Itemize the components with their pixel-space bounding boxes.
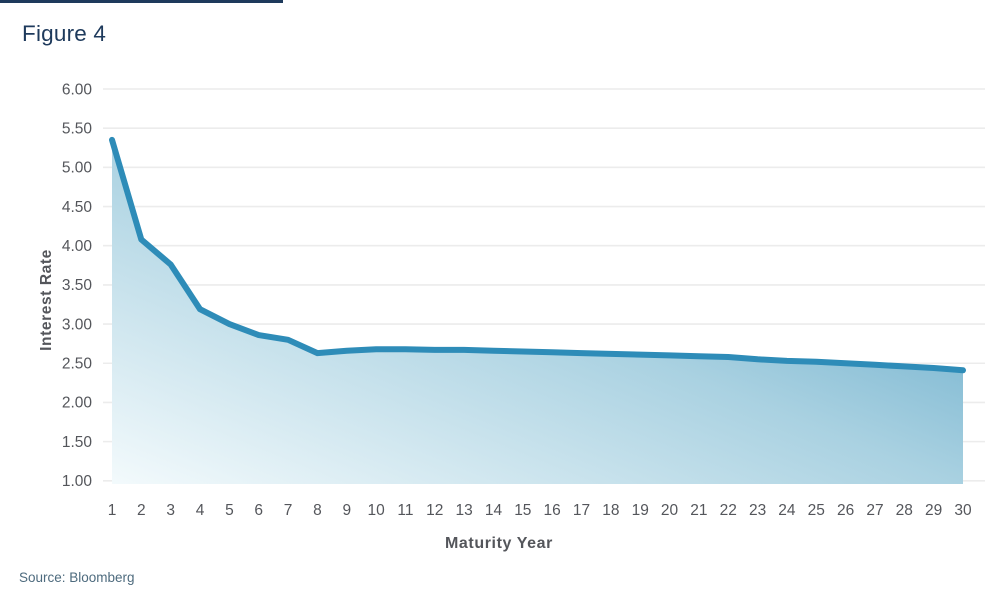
y-tick-label: 4.50 — [62, 199, 93, 216]
x-tick-label: 19 — [632, 502, 649, 519]
x-tick-label: 10 — [367, 502, 385, 519]
x-tick-label: 25 — [808, 502, 825, 519]
x-tick-label: 21 — [690, 502, 707, 519]
x-tick-label: 14 — [485, 502, 503, 519]
x-tick-label: 29 — [925, 502, 942, 519]
x-tick-label: 30 — [954, 502, 972, 519]
x-tick-label: 26 — [837, 502, 854, 519]
top-accent-bar — [0, 0, 283, 3]
x-tick-label: 17 — [573, 502, 590, 519]
figure-title: Figure 4 — [22, 21, 107, 46]
x-tick-label: 20 — [661, 502, 679, 519]
x-tick-label: 18 — [602, 502, 619, 519]
x-tick-label: 7 — [284, 502, 293, 519]
x-tick-label: 22 — [720, 502, 737, 519]
x-tick-label: 15 — [514, 502, 531, 519]
x-tick-label: 8 — [313, 502, 322, 519]
x-tick-label: 2 — [137, 502, 146, 519]
x-tick-label: 5 — [225, 502, 234, 519]
x-axis-tick-labels: 1 2 3 4 5 6 7 8 9 10 11 12 13 14 15 16 17 18 19 20 21 22 23 24 2… — [108, 502, 972, 519]
x-tick-label: 13 — [456, 502, 473, 519]
x-axis-title: Maturity Year — [445, 535, 553, 552]
x-tick-label: 4 — [196, 502, 205, 519]
y-tick-label: 1.50 — [62, 434, 93, 451]
y-tick-label: 2.00 — [62, 395, 93, 412]
y-tick-label: 5.00 — [62, 160, 93, 177]
y-tick-label: 2.50 — [62, 356, 93, 373]
y-tick-label: 6.00 — [62, 81, 93, 98]
x-tick-label: 24 — [778, 502, 796, 519]
x-tick-label: 12 — [426, 502, 443, 519]
y-tick-label: 3.00 — [62, 316, 93, 333]
y-tick-label: 1.00 — [62, 473, 93, 490]
x-tick-label: 9 — [342, 502, 351, 519]
x-tick-label: 16 — [544, 502, 561, 519]
area-fill — [112, 139, 963, 484]
x-tick-label: 11 — [397, 502, 413, 519]
x-tick-label: 1 — [108, 502, 117, 519]
x-tick-label: 27 — [866, 502, 883, 519]
y-axis-tick-labels: 6.00 5.50 5.00 4.50 4.00 3.50 3.00 2.50 2.00 1.50… — [62, 81, 93, 490]
x-tick-label: 23 — [749, 502, 766, 519]
x-tick-label: 28 — [896, 502, 913, 519]
y-tick-label: 3.50 — [62, 277, 93, 294]
rate-line — [109, 136, 966, 374]
y-tick-label: 5.50 — [62, 120, 93, 137]
source-attribution: Source: Bloomberg — [19, 570, 135, 585]
x-tick-label: 3 — [166, 502, 175, 519]
y-tick-label: 4.00 — [62, 238, 93, 255]
x-tick-label: 6 — [254, 502, 263, 519]
